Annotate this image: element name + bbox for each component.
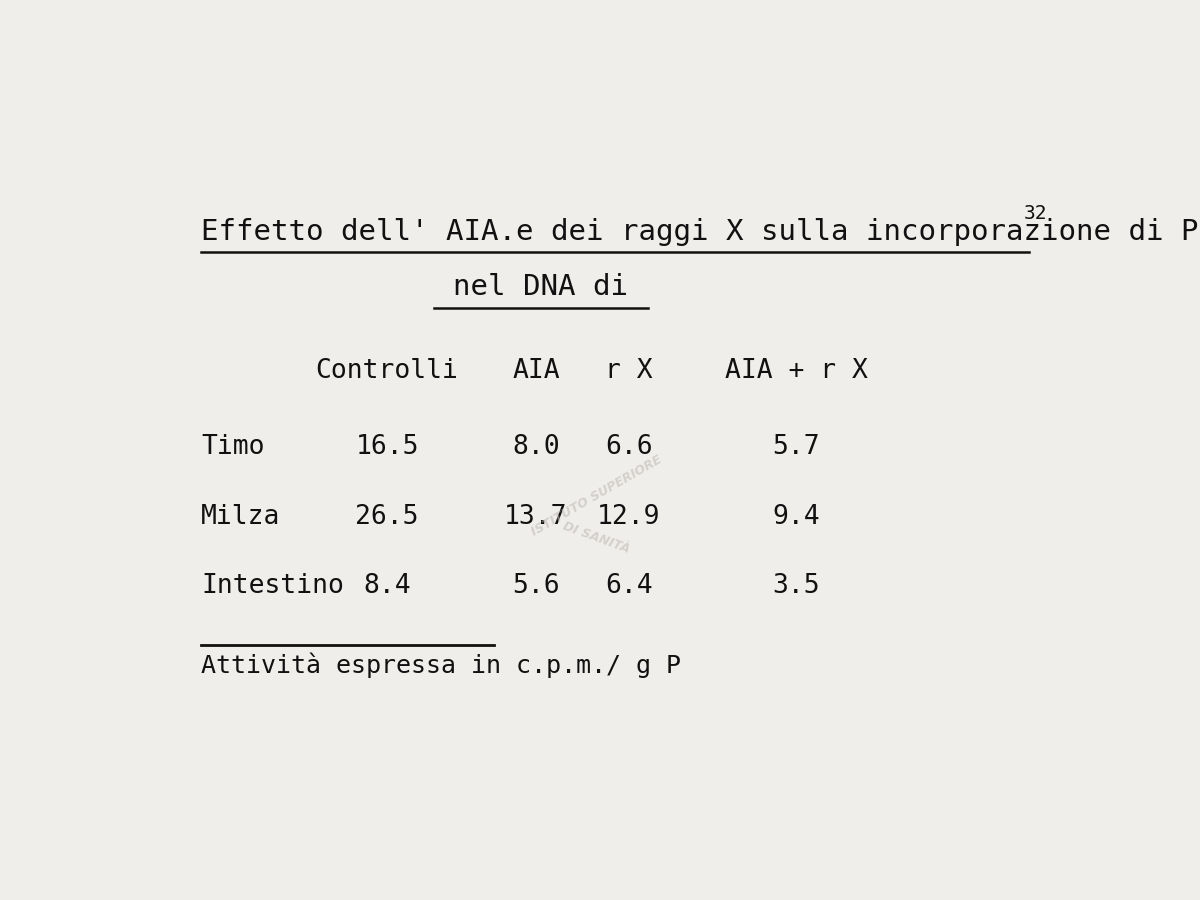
Text: 16.5: 16.5 [355,435,419,461]
Text: 6.4: 6.4 [605,573,653,599]
Text: 12.9: 12.9 [598,504,661,530]
Text: nel DNA di: nel DNA di [454,273,628,302]
Text: 5.7: 5.7 [773,435,820,461]
Text: AIA + r X: AIA + r X [725,358,868,384]
Text: 26.5: 26.5 [355,504,419,530]
Text: DI SANITÀ: DI SANITÀ [562,519,631,556]
Text: Effetto dell' AIA.e dei raggi X sulla incorporazione di P: Effetto dell' AIA.e dei raggi X sulla in… [202,218,1199,246]
Text: 8.4: 8.4 [364,573,410,599]
Text: Attività espressa in c.p.m./ g P: Attività espressa in c.p.m./ g P [202,652,682,678]
Text: Intestino: Intestino [202,573,344,599]
Text: 6.6: 6.6 [605,435,653,461]
Text: 8.0: 8.0 [512,435,559,461]
Text: Milza: Milza [202,504,281,530]
Text: 32: 32 [1024,204,1048,223]
Text: Timo: Timo [202,435,265,461]
Text: 9.4: 9.4 [773,504,820,530]
Text: ISTITUTO SUPERIORE: ISTITUTO SUPERIORE [529,454,664,539]
Text: 13.7: 13.7 [504,504,568,530]
Text: r X: r X [605,358,653,384]
Text: Controlli: Controlli [316,358,458,384]
Text: 3.5: 3.5 [773,573,820,599]
Text: 5.6: 5.6 [512,573,559,599]
Text: AIA: AIA [512,358,559,384]
